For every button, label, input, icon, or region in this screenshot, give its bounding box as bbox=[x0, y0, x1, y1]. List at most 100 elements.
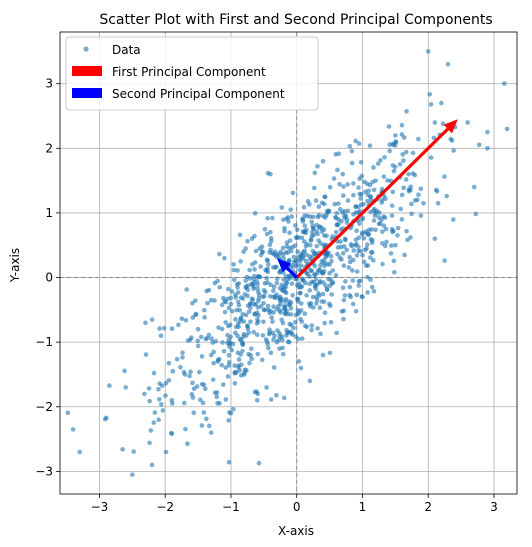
scatter-point bbox=[188, 369, 193, 375]
scatter-point bbox=[216, 325, 221, 330]
scatter-point bbox=[501, 81, 507, 86]
scatter-point bbox=[226, 305, 232, 311]
scatter-point bbox=[193, 298, 198, 303]
scatter-point bbox=[372, 213, 378, 218]
first-pc-arrow bbox=[295, 119, 458, 279]
scatter-point bbox=[258, 304, 264, 309]
scatter-point bbox=[265, 303, 271, 309]
scatter-point bbox=[181, 400, 187, 406]
scatter-point bbox=[189, 335, 194, 340]
scatter-point bbox=[356, 283, 362, 288]
scatter-point bbox=[250, 297, 255, 303]
scatter-point bbox=[283, 273, 289, 279]
scatter-point bbox=[338, 239, 343, 244]
scatter-point bbox=[402, 252, 407, 258]
scatter-point bbox=[232, 369, 238, 375]
scatter-point bbox=[439, 100, 444, 106]
legend-box bbox=[65, 36, 319, 111]
scatter-point bbox=[307, 202, 312, 207]
scatter-point bbox=[293, 235, 299, 240]
scatter-point bbox=[278, 249, 283, 255]
scatter-point bbox=[159, 402, 164, 407]
scatter-point bbox=[303, 252, 309, 258]
scatter-point bbox=[340, 171, 346, 177]
scatter-point bbox=[354, 269, 360, 274]
scatter-point bbox=[237, 336, 243, 342]
arrow-shaft bbox=[285, 266, 298, 279]
scatter-point bbox=[309, 219, 315, 225]
scatter-point bbox=[191, 410, 197, 416]
scatter-point bbox=[442, 174, 447, 179]
scatter-point bbox=[349, 243, 355, 249]
scatter-point bbox=[327, 350, 333, 356]
scatter-point bbox=[256, 292, 262, 298]
scatter-point bbox=[280, 245, 286, 251]
scatter-point bbox=[166, 378, 172, 383]
scatter-point bbox=[307, 304, 313, 309]
scatter-point bbox=[295, 296, 301, 302]
scatter-point bbox=[180, 355, 185, 360]
scatter-point bbox=[255, 351, 261, 357]
scatter-point bbox=[237, 307, 243, 313]
y-tick-label: −2 bbox=[35, 400, 53, 414]
scatter-point bbox=[260, 294, 266, 300]
scatter-point bbox=[253, 248, 259, 254]
scatter-point bbox=[298, 365, 304, 371]
scatter-point bbox=[367, 143, 373, 148]
scatter-point bbox=[268, 235, 274, 241]
scatter-point bbox=[335, 251, 340, 257]
scatter-point bbox=[340, 250, 346, 256]
scatter-point bbox=[261, 319, 266, 325]
scatter-point bbox=[364, 181, 370, 186]
scatter-point bbox=[354, 228, 359, 234]
scatter-point bbox=[252, 210, 258, 216]
scatter-point bbox=[217, 251, 222, 257]
scatter-point bbox=[212, 298, 217, 303]
scatter-point bbox=[152, 410, 158, 415]
scatter-point bbox=[269, 315, 274, 320]
scatter-point bbox=[221, 348, 227, 354]
scatter-point bbox=[233, 330, 238, 336]
scatter-point bbox=[312, 272, 317, 277]
scatter-point bbox=[290, 293, 295, 298]
scatter-point bbox=[297, 290, 303, 296]
scatter-point bbox=[361, 259, 367, 265]
scatter-point bbox=[268, 397, 274, 402]
scatter-point bbox=[337, 181, 342, 187]
scatter-point bbox=[353, 308, 359, 314]
scatter-point bbox=[345, 182, 350, 187]
scatter-point bbox=[284, 240, 290, 245]
scatter-point bbox=[363, 229, 368, 235]
scatter-point bbox=[387, 148, 392, 154]
scatter-point bbox=[308, 268, 314, 273]
scatter-point bbox=[274, 292, 280, 297]
scatter-point bbox=[398, 206, 403, 212]
scatter-point bbox=[274, 392, 279, 398]
scatter-point bbox=[77, 449, 83, 455]
scatter-point bbox=[344, 247, 350, 253]
scatter-point bbox=[378, 157, 383, 163]
scatter-point bbox=[361, 236, 367, 241]
scatter-point bbox=[314, 294, 319, 300]
scatter-point bbox=[209, 336, 214, 342]
scatter-point bbox=[395, 225, 401, 231]
scatter-point bbox=[226, 418, 232, 423]
scatter-point bbox=[315, 164, 320, 169]
scatter-point bbox=[299, 235, 305, 241]
scatter-point bbox=[381, 174, 387, 179]
scatter-point bbox=[322, 320, 327, 326]
scatter-point bbox=[291, 259, 297, 265]
scatter-point bbox=[274, 276, 280, 281]
scatter-point bbox=[281, 255, 286, 261]
scatter-point bbox=[504, 126, 510, 132]
scatter-point bbox=[351, 192, 356, 198]
legend-swatch-first-pc bbox=[72, 66, 102, 76]
scatter-point bbox=[341, 316, 346, 322]
scatter-point bbox=[223, 365, 229, 370]
scatter-point bbox=[384, 239, 389, 245]
scatter-point bbox=[320, 352, 326, 358]
scatter-point bbox=[147, 398, 152, 404]
scatter-point bbox=[284, 280, 290, 286]
scatter-point bbox=[264, 385, 269, 390]
scatter-point bbox=[351, 181, 356, 186]
